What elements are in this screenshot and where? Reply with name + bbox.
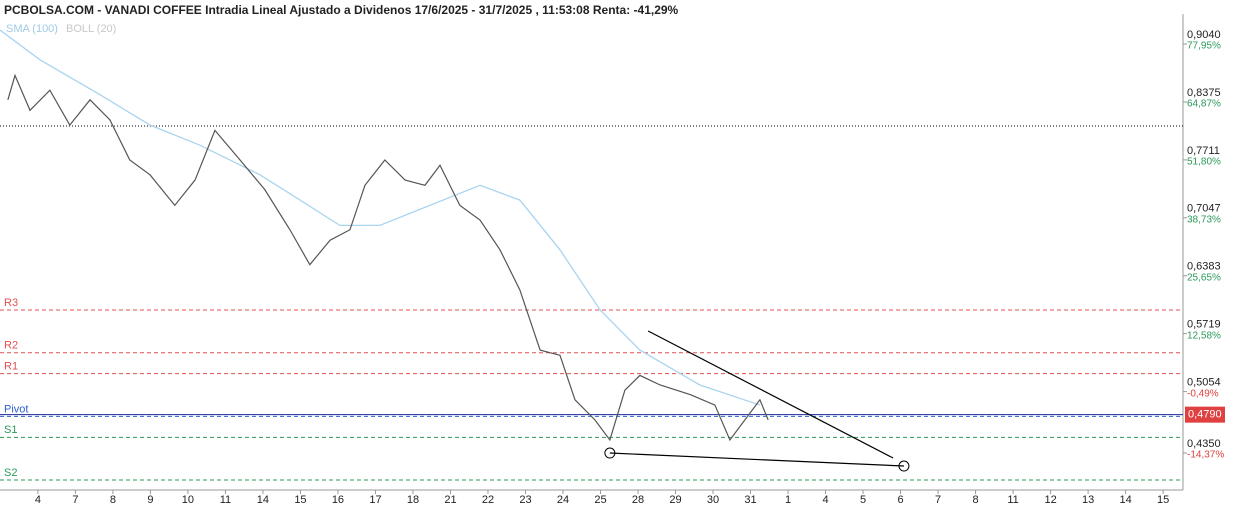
y-tick-label: 0,4350 xyxy=(1187,438,1221,450)
x-tick-label: 15 xyxy=(294,494,306,506)
x-tick-label: 5 xyxy=(860,494,866,506)
x-tick-label: 13 xyxy=(1082,494,1094,506)
x-tick-label: 7 xyxy=(72,494,78,506)
x-tick-label: 8 xyxy=(973,494,979,506)
x-tick-label: 10 xyxy=(182,494,194,506)
x-tick-label: 18 xyxy=(407,494,419,506)
pivot-label: R1 xyxy=(4,361,18,373)
percent-label: 25,65% xyxy=(1187,272,1221,283)
percent-label: -0,49% xyxy=(1187,388,1219,399)
x-tick-label: 14 xyxy=(1119,494,1131,506)
legend-entry: SMA (100) xyxy=(6,23,58,35)
trendline xyxy=(647,330,894,459)
x-tick-label: 17 xyxy=(369,494,381,506)
y-tick-label: 0,5719 xyxy=(1187,319,1221,331)
x-tick-label: 1 xyxy=(785,494,791,506)
pivot-label: R2 xyxy=(4,340,18,352)
x-tick-label: 11 xyxy=(1007,494,1018,506)
pivot-label: S1 xyxy=(4,424,17,436)
x-tick-label: 12 xyxy=(1044,494,1056,506)
x-tick-label: 30 xyxy=(707,494,719,506)
y-tick-label: 0,9040 xyxy=(1187,29,1221,41)
percent-label: 12,58% xyxy=(1187,330,1221,341)
percent-label: -14,37% xyxy=(1187,450,1224,461)
x-tick-label: 8 xyxy=(110,494,116,506)
x-tick-label: 15 xyxy=(1157,494,1169,506)
series-line xyxy=(7,73,769,442)
pivot-label: R3 xyxy=(4,297,18,309)
series-line xyxy=(0,29,761,406)
y-tick-label: 0,6383 xyxy=(1187,261,1221,273)
percent-label: 77,95% xyxy=(1187,41,1221,52)
x-tick-label: 9 xyxy=(147,494,153,506)
last-price-label: 0,4790 xyxy=(1188,409,1222,421)
y-tick-label: 0,8375 xyxy=(1187,87,1221,99)
x-tick-label: 14 xyxy=(257,494,269,506)
x-tick-label: 24 xyxy=(557,494,569,506)
x-tick-label: 6 xyxy=(898,494,904,506)
x-tick-label: 22 xyxy=(482,494,494,506)
trendline xyxy=(609,452,904,467)
x-tick-label: 28 xyxy=(632,494,644,506)
x-tick-label: 21 xyxy=(444,494,456,506)
x-tick-label: 11 xyxy=(220,494,231,506)
x-tick-label: 4 xyxy=(35,494,41,506)
x-tick-label: 31 xyxy=(744,494,756,506)
x-tick-label: 16 xyxy=(332,494,344,506)
trendline-handle xyxy=(898,460,910,472)
percent-label: 38,73% xyxy=(1187,214,1221,225)
x-tick-label: 29 xyxy=(669,494,681,506)
y-tick-label: 0,5054 xyxy=(1187,377,1221,389)
last-price-box xyxy=(1185,406,1225,423)
pivot-label: Pivot xyxy=(4,403,28,415)
percent-label: 51,80% xyxy=(1187,157,1221,168)
x-tick-label: 23 xyxy=(519,494,531,506)
x-tick-label: 7 xyxy=(935,494,941,506)
x-tick-label: 25 xyxy=(594,494,606,506)
legend-entry: BOLL (20) xyxy=(66,23,116,35)
pivot-label: S2 xyxy=(4,467,17,479)
chart-title: PCBOLSA.COM - VANADI COFFEE Intradia Lin… xyxy=(4,3,679,17)
percent-label: 64,87% xyxy=(1187,99,1221,110)
y-tick-label: 0,7047 xyxy=(1187,203,1221,215)
y-tick-label: 0,7711 xyxy=(1187,145,1220,157)
x-tick-label: 4 xyxy=(822,494,828,506)
trendline-handle xyxy=(604,447,616,459)
